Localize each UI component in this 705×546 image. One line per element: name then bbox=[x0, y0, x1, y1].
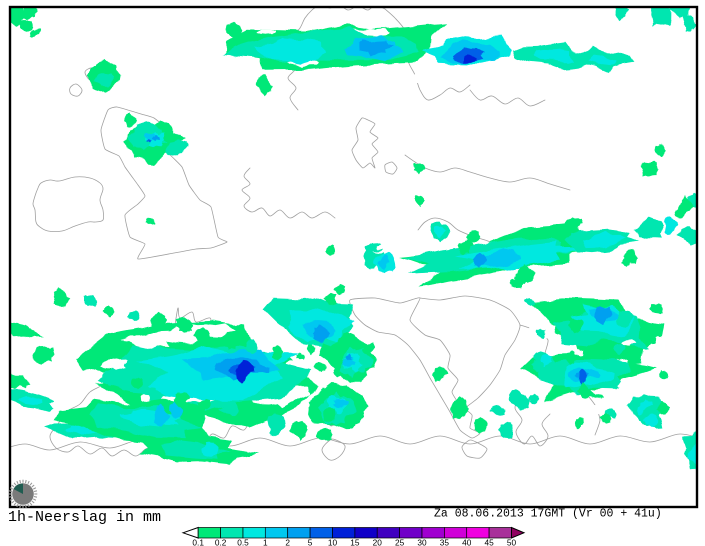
svg-text:35: 35 bbox=[440, 538, 450, 546]
svg-text:15: 15 bbox=[350, 538, 360, 546]
svg-text:0.5: 0.5 bbox=[237, 538, 249, 546]
svg-text:25: 25 bbox=[395, 538, 405, 546]
svg-text:40: 40 bbox=[462, 538, 472, 546]
svg-text:20: 20 bbox=[373, 538, 383, 546]
svg-text:45: 45 bbox=[484, 538, 494, 546]
svg-text:0.2: 0.2 bbox=[215, 538, 227, 546]
svg-text:Za 08.06.2013 17GMT (Vr 00 + 4: Za 08.06.2013 17GMT (Vr 00 + 41u) bbox=[434, 508, 662, 521]
svg-text:1: 1 bbox=[263, 538, 268, 546]
svg-text:10: 10 bbox=[328, 538, 338, 546]
svg-text:1h-Neerslag in mm: 1h-Neerslag in mm bbox=[8, 509, 161, 526]
svg-text:2: 2 bbox=[285, 538, 290, 546]
svg-text:5: 5 bbox=[308, 538, 313, 546]
svg-text:50: 50 bbox=[507, 538, 517, 546]
svg-text:30: 30 bbox=[417, 538, 427, 546]
svg-text:0.1: 0.1 bbox=[192, 538, 204, 546]
